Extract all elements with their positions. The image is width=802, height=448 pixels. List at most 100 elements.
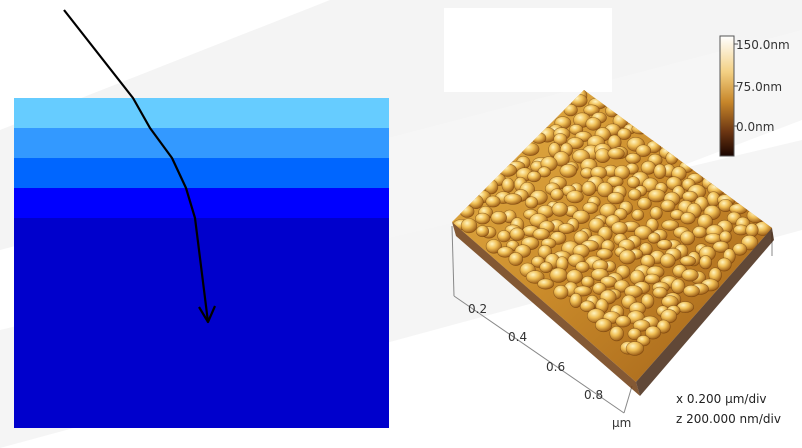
substrate — [14, 218, 389, 428]
surface-grain — [609, 326, 624, 342]
surface-grain — [660, 253, 676, 268]
surface-grain — [539, 261, 553, 273]
surface-grain — [716, 257, 732, 272]
surface-grain — [553, 133, 568, 146]
surface-grain — [647, 188, 666, 203]
surface-grain — [594, 148, 611, 163]
axis-box — [451, 225, 773, 414]
thin-film-layers-diagram — [14, 98, 389, 428]
surface-grain — [497, 230, 511, 243]
surface-grain — [627, 188, 642, 201]
surface-grain — [746, 208, 766, 224]
surface-grain — [557, 223, 575, 234]
surface-grain — [585, 117, 602, 131]
surface-grain — [532, 228, 550, 241]
axis-tick-label: 0.4 — [508, 330, 528, 344]
surface-grain — [579, 300, 595, 313]
surface-grain — [474, 212, 491, 225]
surface-grain — [566, 269, 583, 285]
surface-grain — [508, 252, 524, 266]
layer-2 — [14, 128, 389, 158]
surface-grain — [644, 273, 661, 285]
surface-grain — [631, 209, 645, 221]
surface-grain — [607, 192, 625, 205]
axis-tick-label: 0.6 — [546, 360, 566, 374]
surface-grain — [575, 261, 590, 273]
surface-grain — [627, 327, 642, 340]
surface-grain — [581, 181, 597, 197]
surface-grain — [485, 195, 501, 208]
surface-grain — [595, 318, 613, 333]
surface-grain — [553, 285, 569, 300]
surface-grain — [626, 176, 640, 189]
layer-4 — [14, 188, 389, 218]
scale-ticks — [734, 43, 738, 127]
surface-grain — [573, 285, 592, 297]
surface-grain — [681, 268, 699, 282]
ray-path — [63, 9, 210, 323]
surface-grain — [615, 315, 631, 328]
surface-grain — [680, 212, 696, 225]
surface-grain — [680, 230, 696, 246]
scale-top-label: 150.0nm — [736, 38, 790, 52]
surface-grain — [527, 170, 541, 183]
color-scale-bar — [719, 35, 735, 157]
surface-grain — [607, 147, 625, 160]
axis-tick-label: 0.2 — [468, 302, 488, 316]
surface-grain — [566, 190, 584, 204]
surface-grain — [551, 201, 569, 217]
surface-grain — [490, 211, 507, 225]
surface-grain — [597, 181, 614, 198]
surface-grain — [503, 193, 523, 205]
surface-grain — [582, 202, 599, 214]
surface-grain — [625, 341, 644, 356]
surface-grain — [649, 206, 663, 220]
surface-grain — [569, 292, 583, 308]
surface-grain — [521, 142, 540, 156]
surface-grain — [679, 255, 697, 267]
surface-grain — [550, 188, 564, 201]
axis-unit-label: μm — [612, 416, 632, 430]
surface-grain — [619, 249, 636, 265]
surface-grain — [632, 319, 651, 332]
surface-grain — [531, 132, 547, 144]
axis-tick-label: 0.8 — [584, 388, 604, 402]
surface-grain — [549, 267, 568, 283]
x-scale-info: x 0.200 μm/div — [676, 392, 767, 406]
surface-grain — [524, 196, 539, 209]
surface-grain — [660, 199, 676, 213]
afm-surface-figure: 150.0nm 75.0nm 0.0nm 0.2 0.4 0.6 0.8 μm … — [444, 0, 802, 448]
afm-3d-surface — [444, 8, 774, 414]
surface-grain — [596, 248, 613, 260]
surface-grain — [665, 151, 679, 165]
surface-texture — [452, 90, 774, 396]
scale-mid-label: 75.0nm — [736, 80, 783, 94]
surface-grain — [712, 240, 730, 253]
surface-grain — [641, 293, 655, 309]
surface-grain — [634, 225, 653, 240]
surface-grain — [501, 177, 515, 193]
surface-grain — [637, 197, 652, 210]
surface-grain — [631, 123, 650, 135]
scale-bottom-label: 0.0nm — [736, 120, 775, 134]
surface-grain — [647, 232, 661, 244]
surface-grain — [671, 278, 686, 294]
surface-grain — [611, 221, 628, 235]
surface-grain — [732, 243, 748, 256]
surface-grain — [656, 239, 673, 250]
surface-grain — [661, 219, 679, 231]
surface-grain — [625, 152, 641, 164]
z-scale-info: z 200.000 nm/div — [676, 412, 781, 426]
layer-3 — [14, 158, 389, 188]
surface-grain — [635, 144, 652, 157]
surface-grain — [509, 227, 525, 241]
surface-grain — [537, 278, 555, 290]
surface-grain — [559, 163, 578, 178]
layer-1 — [14, 98, 389, 128]
surface-grain — [653, 163, 667, 179]
label-panel — [444, 8, 612, 92]
surface-grain — [459, 205, 475, 218]
arrowhead-icon — [198, 305, 217, 324]
surface-grain — [645, 325, 662, 340]
